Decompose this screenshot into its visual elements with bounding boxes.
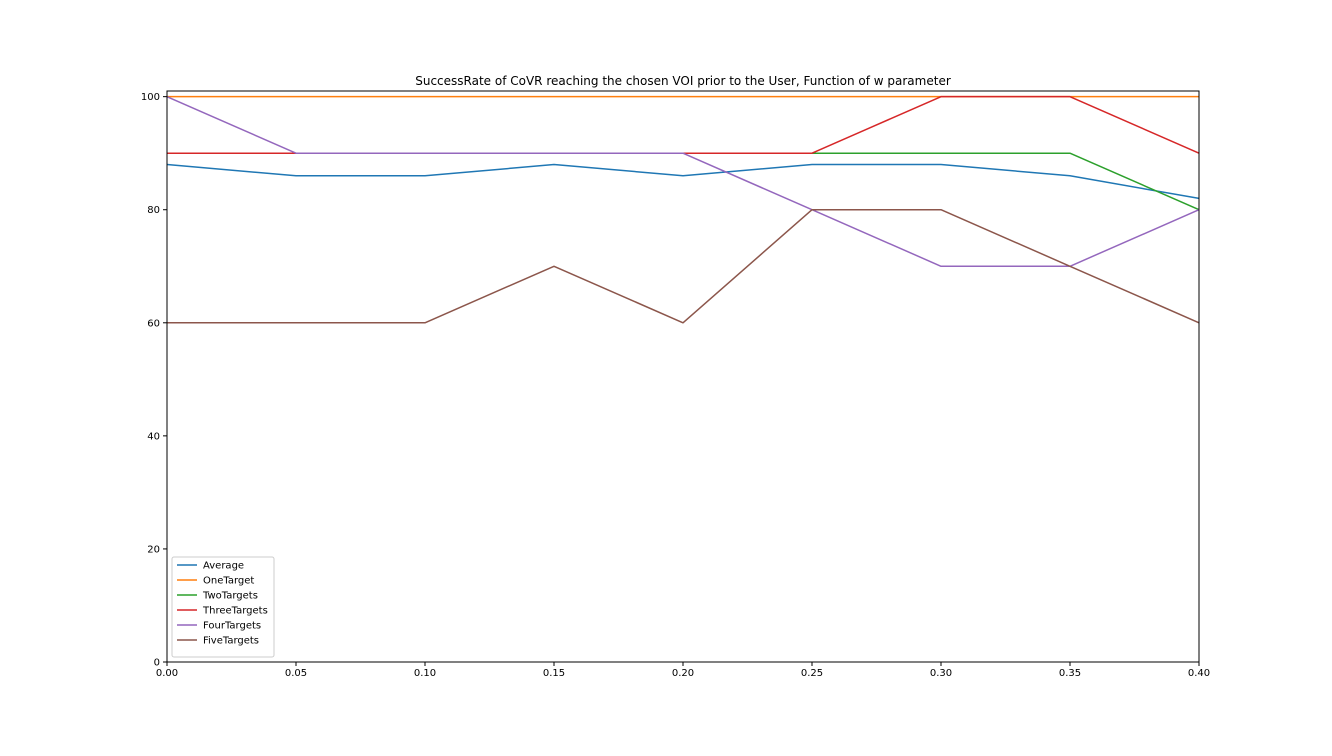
x-tick-label: 0.10: [414, 668, 436, 679]
plot-frame: [166, 90, 1200, 663]
series-layer: [166, 95, 1200, 324]
legend: Average OneTarget TwoTargets ThreeTargets Fo…: [171, 556, 275, 658]
x-tick-label: 0.20: [672, 668, 694, 679]
series-line-fivetargets: [167, 208, 1200, 324]
series-line-fourtargets: [166, 95, 1200, 268]
legend-label-onetarget: OneTarget: [203, 576, 254, 587]
y-tick-label: 100: [141, 92, 160, 103]
y-tick-label: 60: [147, 318, 160, 329]
y-tick-label: 40: [147, 431, 160, 442]
y-tick-label: 20: [147, 544, 160, 555]
legend-label-twotargets: TwoTargets: [202, 591, 258, 602]
legend-label-fivetargets: FiveTargets: [203, 636, 259, 647]
x-tick-label: 0.30: [930, 668, 952, 679]
y-tick-label: 0: [154, 658, 160, 669]
y-axis: 0 20 40 60 80 100: [141, 92, 167, 669]
legend-label-threetargets: ThreeTargets: [202, 606, 268, 617]
y-tick-label: 80: [147, 205, 160, 216]
x-tick-label: 0.05: [285, 668, 307, 679]
x-tick-label: 0.00: [156, 668, 178, 679]
x-tick-label: 0.35: [1059, 668, 1081, 679]
chart-title: SuccessRate of CoVR reaching the chosen …: [415, 74, 951, 88]
legend-label-average: Average: [203, 561, 244, 572]
x-tick-label: 0.25: [801, 668, 823, 679]
x-axis: 0.00 0.05 0.10 0.15 0.20 0.25 0.30 0.35 0.40: [156, 662, 1210, 679]
series-line-threetargets: [167, 95, 1200, 154]
x-tick-label: 0.15: [543, 668, 565, 679]
x-tick-label: 0.40: [1188, 668, 1210, 679]
series-line-average: [166, 163, 1200, 200]
series-line-twotargets: [167, 152, 1200, 211]
legend-label-fourtargets: FourTargets: [203, 621, 261, 632]
legend-box: [171, 556, 275, 658]
